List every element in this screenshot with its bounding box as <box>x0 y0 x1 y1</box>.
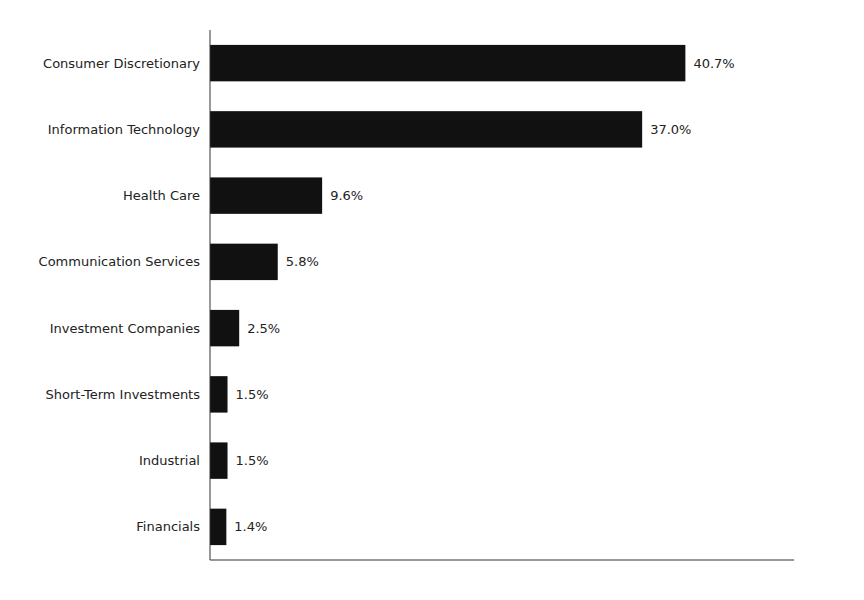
bar <box>210 376 228 412</box>
bars <box>210 45 685 545</box>
x-axis-line <box>210 560 794 561</box>
bar <box>210 509 226 545</box>
bar <box>210 111 642 147</box>
data-label: 1.5% <box>236 387 269 402</box>
category-label: Communication Services <box>39 254 201 269</box>
data-label: 5.8% <box>286 254 319 269</box>
data-label: 2.5% <box>247 321 280 336</box>
bar <box>210 45 685 81</box>
bar <box>210 244 278 280</box>
bar <box>210 177 322 213</box>
data-label: 40.7% <box>693 56 734 71</box>
category-label: Health Care <box>123 188 200 203</box>
category-label: Financials <box>136 519 200 534</box>
category-label: Industrial <box>139 453 200 468</box>
category-label: Consumer Discretionary <box>43 56 200 71</box>
data-label: 1.5% <box>236 453 269 468</box>
bar <box>210 310 239 346</box>
data-label: 37.0% <box>650 122 691 137</box>
y-axis-line <box>210 30 211 560</box>
category-label: Information Technology <box>48 122 201 137</box>
category-label: Investment Companies <box>50 321 201 336</box>
category-label: Short-Term Investments <box>46 387 201 402</box>
data-label: 9.6% <box>330 188 363 203</box>
bar <box>210 442 228 478</box>
data-label: 1.4% <box>234 519 267 534</box>
chart: 1.4% 1.5% 1.5% 2.5% 5.8% 9.6% 37.0% 40.7% Financ… <box>0 0 864 600</box>
